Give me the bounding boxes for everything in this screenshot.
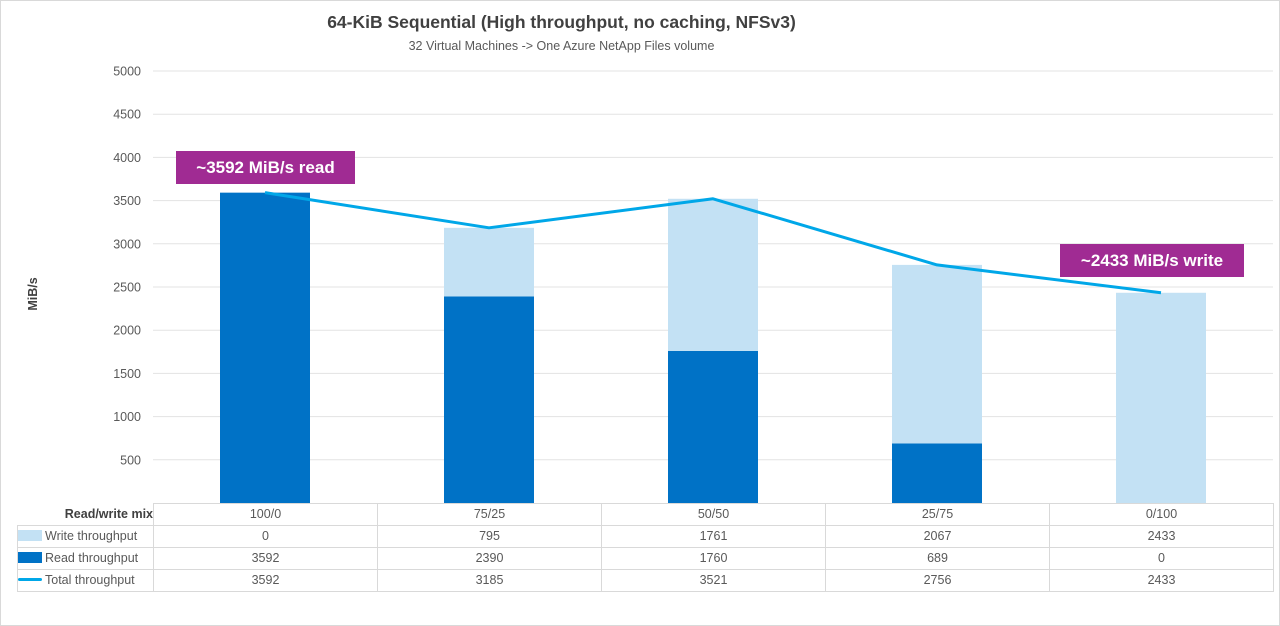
value-cell: 795 — [377, 525, 602, 548]
annotation-write-callout: ~2433 MiB/s write — [1060, 244, 1244, 277]
value-cell: 3592 — [153, 547, 378, 570]
data-table: Read/write mix 100/0 75/25 50/50 25/75 0/100 W… — [17, 503, 1274, 592]
legend-cell-write-throughput: Write throughput — [17, 525, 154, 548]
value-cell: 2067 — [825, 525, 1050, 548]
value-cell: 3521 — [601, 569, 826, 592]
bar-segment-write-throughput — [668, 198, 758, 351]
legend-swatch-read-throughput — [18, 552, 42, 564]
category-cell: 100/0 — [153, 503, 378, 526]
legend-label: Write throughput — [45, 529, 138, 543]
y-tick-label: 1000 — [113, 410, 141, 424]
y-tick-label: 3500 — [113, 194, 141, 208]
legend-label: Read throughput — [45, 551, 139, 565]
value-cell: 1761 — [601, 525, 826, 548]
legend-cell-total-throughput: Total throughput — [17, 569, 154, 592]
bar-segment-write-throughput — [1116, 292, 1206, 503]
legend-swatch-write-throughput — [18, 530, 42, 542]
chart-subtitle: 32 Virtual Machines -> One Azure NetApp … — [408, 39, 715, 53]
y-tick-label: 4500 — [113, 108, 141, 122]
legend-swatch-total-throughput — [18, 578, 42, 582]
category-cell: 25/75 — [825, 503, 1050, 526]
value-cell: 2390 — [377, 547, 602, 570]
category-cell: 75/25 — [377, 503, 602, 526]
annotation-read-callout: ~3592 MiB/s read — [176, 151, 355, 184]
bar-segment-read-throughput — [668, 350, 758, 503]
bar-segment-read-throughput — [220, 192, 310, 504]
y-tick-label: 1500 — [113, 367, 141, 381]
category-cell: 50/50 — [601, 503, 826, 526]
value-cell: 0 — [153, 525, 378, 548]
total-throughput-line — [264, 191, 1162, 295]
legend-cell-read-throughput: Read throughput — [17, 547, 154, 570]
value-cell: 2433 — [1049, 569, 1274, 592]
bar-segment-read-throughput — [444, 296, 534, 503]
table-header-row: Read/write mix 100/0 75/25 50/50 25/75 0/100 — [18, 503, 1274, 526]
y-tick-label: 4000 — [113, 151, 141, 165]
table-row-total-throughput: Total throughput 3592 3185 3521 2756 2433 — [17, 569, 1274, 592]
table-row-read-throughput: Read throughput 3592 2390 1760 689 0 — [17, 547, 1274, 570]
value-cell: 3185 — [377, 569, 602, 592]
value-cell: 2756 — [825, 569, 1050, 592]
bar-segment-read-throughput — [892, 443, 982, 503]
chart-title: 64-KiB Sequential (High throughput, no c… — [327, 12, 796, 32]
value-cell: 0 — [1049, 547, 1274, 570]
y-tick-label: 2500 — [113, 281, 141, 295]
category-cell: 0/100 — [1049, 503, 1274, 526]
y-tick-label: 2000 — [113, 324, 141, 338]
y-tick-label: 3000 — [113, 237, 141, 251]
table-row-write-throughput: Write throughput 0 795 1761 2067 2433 — [17, 525, 1274, 548]
value-cell: 1760 — [601, 547, 826, 570]
value-cell: 689 — [825, 547, 1050, 570]
y-tick-label: 500 — [120, 453, 141, 467]
value-cell: 2433 — [1049, 525, 1274, 548]
y-tick-label: 5000 — [113, 65, 141, 79]
bar-segment-write-throughput — [444, 227, 534, 297]
value-cell: 3592 — [153, 569, 378, 592]
category-header-label: Read/write mix — [64, 506, 153, 521]
bar-segment-write-throughput — [892, 264, 982, 444]
legend-label: Total throughput — [45, 573, 135, 587]
